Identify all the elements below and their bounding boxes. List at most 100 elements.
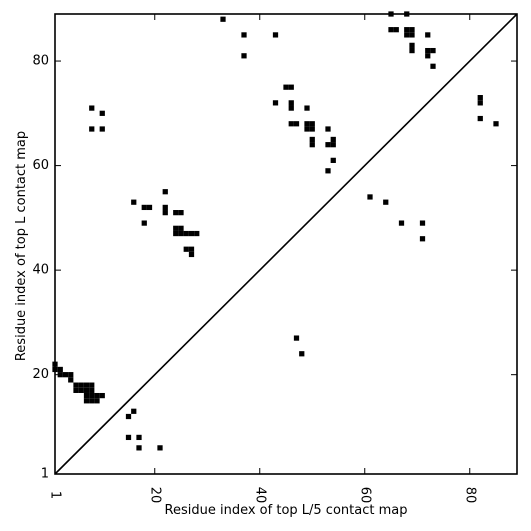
contact-point: [183, 246, 189, 252]
contact-point: [304, 105, 310, 111]
contact-point: [477, 100, 483, 106]
contact-point: [398, 220, 405, 226]
contact-point: [125, 413, 132, 420]
contact-point: [68, 372, 74, 378]
contact-point: [330, 157, 336, 163]
x-tick-label: 60: [357, 487, 372, 504]
contact-point: [173, 225, 179, 231]
contact-point: [419, 236, 426, 242]
contact-point: [162, 204, 168, 211]
contact-point: [493, 121, 499, 127]
contact-point: [272, 100, 279, 106]
contact-point: [330, 142, 336, 148]
contact-point: [131, 199, 137, 205]
contact-point: [173, 230, 179, 237]
contact-point: [73, 387, 79, 393]
contact-point: [425, 53, 431, 59]
y-tick-label: 1: [41, 467, 49, 482]
contact-point: [141, 220, 147, 226]
contact-point: [183, 230, 189, 237]
contact-point: [304, 126, 310, 132]
contact-point: [99, 126, 105, 132]
data-points: [52, 11, 499, 451]
contact-point: [99, 392, 105, 399]
contact-point: [78, 382, 84, 388]
contact-point: [73, 382, 79, 388]
contact-point: [89, 126, 95, 132]
x-tick-label: 1: [48, 491, 63, 499]
contact-point: [94, 398, 100, 404]
contact-point: [388, 27, 394, 33]
contact-point: [162, 189, 168, 195]
contact-point: [330, 136, 336, 143]
contact-point: [162, 210, 168, 216]
contact-point: [173, 210, 179, 216]
contact-point: [89, 398, 95, 404]
contact-point: [409, 32, 415, 38]
contact-point: [194, 230, 200, 237]
x-tick-label: 40: [252, 487, 267, 504]
contact-point: [94, 392, 100, 399]
contact-point: [83, 382, 90, 388]
contact-point: [430, 47, 436, 54]
contact-point: [57, 366, 63, 373]
contact-point: [393, 27, 399, 33]
contact-point: [62, 372, 69, 378]
contact-point: [325, 126, 331, 132]
y-axis-ticks: 1 20 40 60 80: [32, 54, 517, 482]
contact-point: [425, 47, 431, 54]
contact-point: [325, 168, 331, 174]
diagonal-line: [54, 13, 518, 475]
contact-point: [309, 136, 315, 143]
contact-point: [141, 204, 147, 211]
contact-point: [178, 210, 184, 216]
contact-point: [83, 387, 90, 393]
x-tick-label: 20: [147, 487, 162, 504]
contact-point: [309, 142, 315, 148]
contact-point: [309, 126, 315, 132]
contact-point: [409, 42, 415, 48]
contact-point: [178, 230, 184, 237]
contact-point: [188, 230, 195, 237]
plot-frame: [54, 13, 518, 475]
x-tick-label: 80: [462, 487, 477, 504]
y-axis-label: Residue index of top L contact map: [14, 131, 29, 361]
y-tick-label: 20: [32, 367, 49, 382]
contact-point: [89, 387, 95, 393]
contact-point: [78, 387, 84, 393]
contact-point: [288, 100, 294, 106]
contact-point: [136, 434, 142, 441]
y-tick-label: 60: [32, 158, 49, 173]
contact-point: [293, 335, 300, 341]
contact-point: [367, 194, 373, 200]
contact-point: [83, 398, 90, 404]
x-axis-ticks: 1 20 40 60 80: [48, 14, 477, 504]
contact-point: [125, 434, 132, 441]
contact-point: [325, 142, 331, 148]
contact-point: [425, 32, 431, 38]
contact-point: [83, 392, 90, 399]
x-axis-label: Residue index of top L/5 contact map: [165, 503, 408, 518]
contact-point: [178, 225, 184, 231]
contact-point: [89, 392, 95, 399]
contact-point: [309, 121, 315, 127]
contact-point: [68, 377, 74, 383]
contact-point: [477, 95, 483, 101]
contact-point: [220, 16, 226, 22]
contact-point: [477, 115, 483, 122]
contact-point: [409, 27, 415, 33]
contact-point: [188, 251, 195, 258]
contact-point: [404, 27, 410, 33]
contact-point: [293, 121, 300, 127]
contact-point: [136, 445, 142, 451]
contact-point: [288, 121, 294, 127]
contact-point: [419, 220, 426, 226]
y-tick-label: 80: [32, 54, 49, 69]
contact-point: [288, 84, 294, 90]
contact-point: [146, 204, 153, 211]
contact-point: [241, 53, 247, 59]
contact-point: [409, 47, 415, 54]
contact-point: [89, 382, 95, 388]
contact-point: [430, 63, 436, 69]
